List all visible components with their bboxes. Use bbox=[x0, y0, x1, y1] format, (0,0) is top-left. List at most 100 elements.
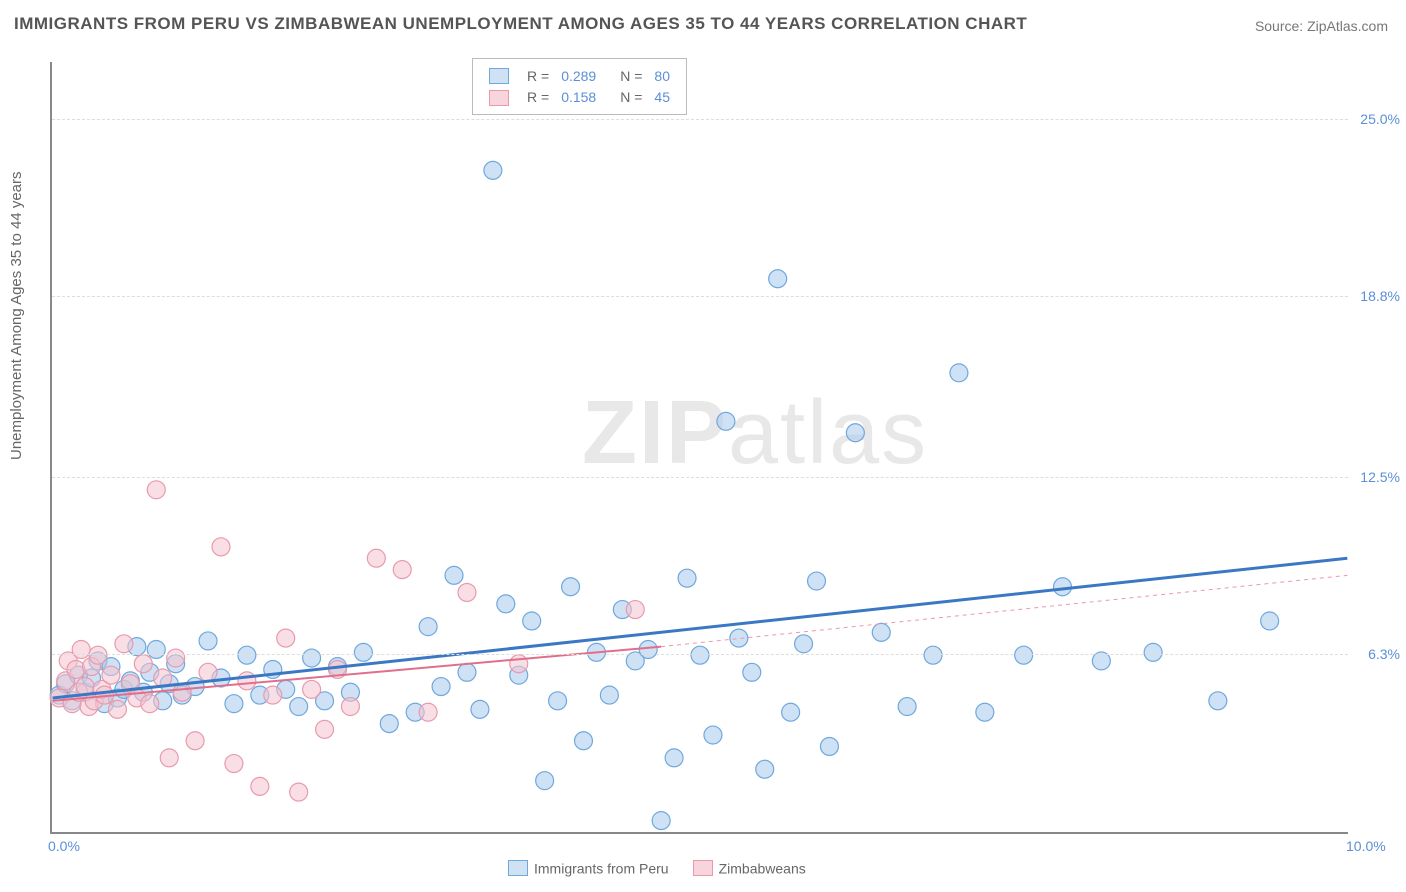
data-point bbox=[717, 412, 735, 430]
data-point bbox=[147, 481, 165, 499]
data-point bbox=[1054, 578, 1072, 596]
series-legend: Immigrants from Peru Zimbabweans bbox=[508, 858, 830, 876]
data-point bbox=[743, 663, 761, 681]
legend-r-value: 0.158 bbox=[555, 86, 602, 107]
data-point bbox=[458, 663, 476, 681]
y-tick-label: 6.3% bbox=[1368, 646, 1400, 662]
data-point bbox=[238, 646, 256, 664]
data-point bbox=[510, 655, 528, 673]
data-point bbox=[432, 678, 450, 696]
legend-swatch bbox=[489, 90, 509, 106]
data-point bbox=[820, 737, 838, 755]
legend-swatch bbox=[693, 860, 713, 876]
data-point bbox=[393, 561, 411, 579]
correlation-legend: R =0.289 N =80R =0.158 N =45 bbox=[472, 58, 687, 115]
legend-row: R =0.289N =80 bbox=[483, 65, 676, 86]
data-point bbox=[199, 632, 217, 650]
x-tick-label: 10.0% bbox=[1346, 838, 1386, 854]
data-point bbox=[141, 695, 159, 713]
data-point bbox=[167, 649, 185, 667]
data-point bbox=[341, 698, 359, 716]
data-point bbox=[976, 703, 994, 721]
data-point bbox=[730, 629, 748, 647]
data-point bbox=[264, 686, 282, 704]
legend-n-value: 45 bbox=[648, 86, 676, 107]
data-point bbox=[354, 643, 372, 661]
trend-line-extension bbox=[661, 575, 1347, 646]
data-point bbox=[419, 618, 437, 636]
data-point bbox=[1261, 612, 1279, 630]
data-point bbox=[600, 686, 618, 704]
y-tick-label: 25.0% bbox=[1360, 111, 1400, 127]
data-point bbox=[846, 424, 864, 442]
data-point bbox=[316, 720, 334, 738]
bottom-legend-item: Immigrants from Peru bbox=[508, 859, 669, 875]
data-point bbox=[1015, 646, 1033, 664]
data-point bbox=[626, 601, 644, 619]
data-point bbox=[147, 641, 165, 659]
y-tick-label: 12.5% bbox=[1360, 469, 1400, 485]
data-point bbox=[1209, 692, 1227, 710]
data-point bbox=[290, 698, 308, 716]
bottom-legend-item: Zimbabweans bbox=[693, 859, 806, 875]
data-point bbox=[419, 703, 437, 721]
data-point bbox=[872, 623, 890, 641]
data-point bbox=[225, 755, 243, 773]
gridline bbox=[52, 654, 1348, 655]
data-point bbox=[303, 680, 321, 698]
data-point bbox=[769, 270, 787, 288]
bottom-legend-label: Immigrants from Peru bbox=[534, 860, 669, 876]
legend-r-value: 0.289 bbox=[555, 65, 602, 86]
legend-r-label: R = bbox=[521, 86, 555, 107]
data-point bbox=[639, 641, 657, 659]
data-point bbox=[160, 749, 178, 767]
y-tick-label: 18.8% bbox=[1360, 288, 1400, 304]
legend-n-label: N = bbox=[614, 86, 648, 107]
data-point bbox=[72, 641, 90, 659]
legend-swatch bbox=[489, 68, 509, 84]
data-point bbox=[1144, 643, 1162, 661]
data-point bbox=[102, 666, 120, 684]
data-point bbox=[445, 566, 463, 584]
data-point bbox=[277, 629, 295, 647]
data-point bbox=[497, 595, 515, 613]
data-point bbox=[212, 538, 230, 556]
data-point bbox=[575, 732, 593, 750]
source-label: Source: ZipAtlas.com bbox=[1255, 18, 1388, 34]
gridline bbox=[52, 296, 1348, 297]
data-point bbox=[238, 672, 256, 690]
data-point bbox=[186, 732, 204, 750]
data-point bbox=[924, 646, 942, 664]
data-point bbox=[251, 777, 269, 795]
data-point bbox=[458, 583, 476, 601]
data-point bbox=[678, 569, 696, 587]
data-point bbox=[782, 703, 800, 721]
data-point bbox=[691, 646, 709, 664]
legend-n-value: 80 bbox=[648, 65, 676, 86]
legend-row: R =0.158 N =45 bbox=[483, 86, 676, 107]
data-point bbox=[523, 612, 541, 630]
data-point bbox=[134, 655, 152, 673]
data-point bbox=[562, 578, 580, 596]
data-point bbox=[367, 549, 385, 567]
trend-line bbox=[53, 558, 1348, 698]
chart-title: IMMIGRANTS FROM PERU VS ZIMBABWEAN UNEMP… bbox=[14, 14, 1027, 34]
data-point bbox=[665, 749, 683, 767]
legend-swatch bbox=[508, 860, 528, 876]
data-point bbox=[67, 660, 85, 678]
data-point bbox=[303, 649, 321, 667]
data-point bbox=[225, 695, 243, 713]
bottom-legend-label: Zimbabweans bbox=[719, 860, 806, 876]
data-point bbox=[808, 572, 826, 590]
data-point bbox=[536, 772, 554, 790]
data-point bbox=[484, 161, 502, 179]
data-point bbox=[199, 663, 217, 681]
data-point bbox=[89, 646, 107, 664]
data-point bbox=[756, 760, 774, 778]
plot-area: ZIPatlas R =0.289N =80R =0.158N =45 6.3%… bbox=[50, 62, 1348, 834]
data-point bbox=[704, 726, 722, 744]
data-point bbox=[471, 700, 489, 718]
data-point bbox=[652, 812, 670, 830]
legend-n-label: N = bbox=[614, 65, 648, 86]
scatter-svg bbox=[52, 62, 1348, 832]
